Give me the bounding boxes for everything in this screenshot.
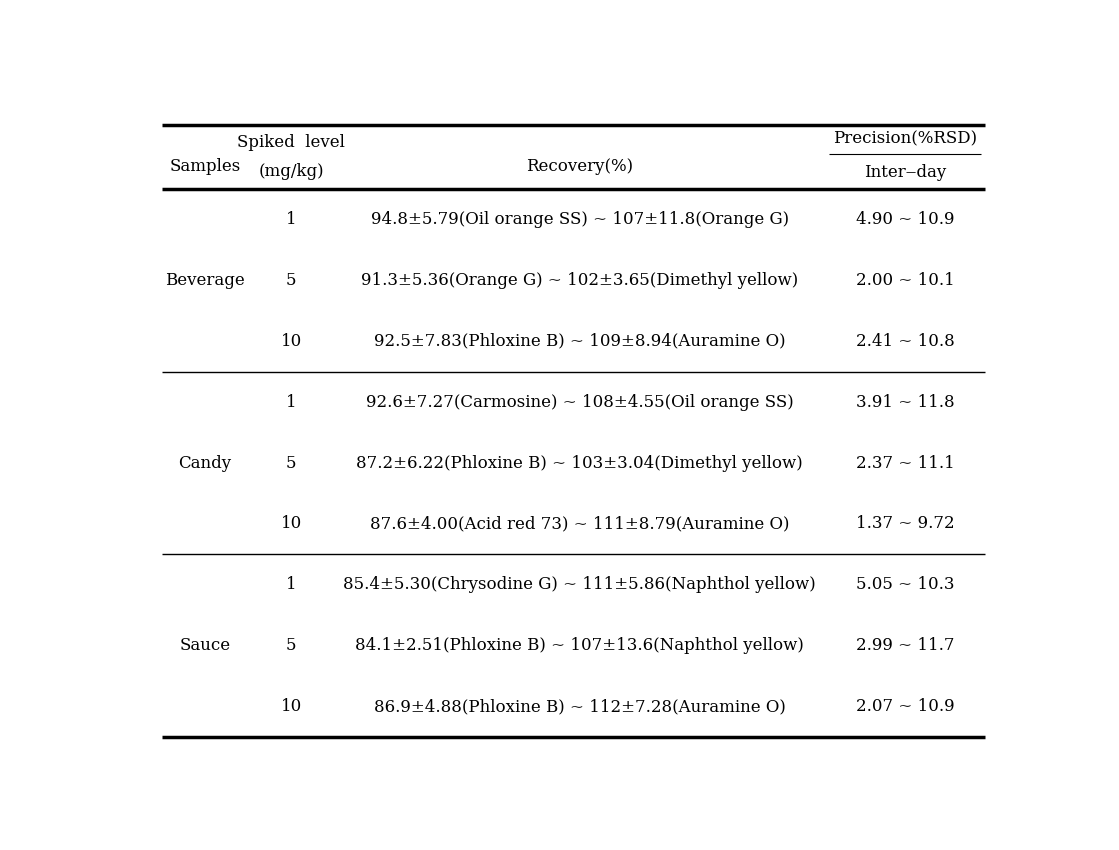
Text: Samples: Samples [169,158,241,175]
Text: 5.05 ~ 10.3: 5.05 ~ 10.3 [856,576,955,593]
Text: 3.91 ~ 11.8: 3.91 ~ 11.8 [856,394,955,411]
Text: Beverage: Beverage [164,272,245,289]
Text: 5: 5 [286,272,297,289]
Text: 10: 10 [281,333,302,350]
Text: 92.6±7.27(Carmosine) ~ 108±4.55(Oil orange SS): 92.6±7.27(Carmosine) ~ 108±4.55(Oil oran… [366,394,793,411]
Text: 5: 5 [286,638,297,654]
Text: 92.5±7.83(Phloxine B) ~ 109±8.94(Auramine O): 92.5±7.83(Phloxine B) ~ 109±8.94(Auramin… [374,333,786,350]
Text: 2.99 ~ 11.7: 2.99 ~ 11.7 [856,638,955,654]
Text: (mg/kg): (mg/kg) [258,162,325,179]
Text: 84.1±2.51(Phloxine B) ~ 107±13.6(Naphthol yellow): 84.1±2.51(Phloxine B) ~ 107±13.6(Naphtho… [355,638,805,654]
Text: 2.37 ~ 11.1: 2.37 ~ 11.1 [856,455,955,472]
Text: 1: 1 [286,576,297,593]
Text: 85.4±5.30(Chrysodine G) ~ 111±5.86(Naphthol yellow): 85.4±5.30(Chrysodine G) ~ 111±5.86(Napht… [344,576,816,593]
Text: Precision(%RSD): Precision(%RSD) [833,131,977,148]
Text: 2.07 ~ 10.9: 2.07 ~ 10.9 [856,698,955,715]
Text: 5: 5 [286,455,297,472]
Text: Inter‒day: Inter‒day [864,164,947,181]
Text: Spiked  level: Spiked level [237,134,346,151]
Text: 86.9±4.88(Phloxine B) ~ 112±7.28(Auramine O): 86.9±4.88(Phloxine B) ~ 112±7.28(Auramin… [374,698,786,715]
Text: 1: 1 [286,394,297,411]
Text: 1: 1 [286,211,297,228]
Text: 94.8±5.79(Oil orange SS) ~ 107±11.8(Orange G): 94.8±5.79(Oil orange SS) ~ 107±11.8(Oran… [370,211,789,228]
Text: 87.2±6.22(Phloxine B) ~ 103±3.04(Dimethyl yellow): 87.2±6.22(Phloxine B) ~ 103±3.04(Dimethy… [356,455,803,472]
Text: 4.90 ~ 10.9: 4.90 ~ 10.9 [856,211,955,228]
Text: 2.00 ~ 10.1: 2.00 ~ 10.1 [856,272,955,289]
Text: 10: 10 [281,698,302,715]
Text: 1.37 ~ 9.72: 1.37 ~ 9.72 [856,515,955,532]
Text: 2.41 ~ 10.8: 2.41 ~ 10.8 [856,333,955,350]
Text: 10: 10 [281,515,302,532]
Text: Recovery(%): Recovery(%) [526,158,633,175]
Text: 91.3±5.36(Orange G) ~ 102±3.65(Dimethyl yellow): 91.3±5.36(Orange G) ~ 102±3.65(Dimethyl … [361,272,798,289]
Text: Sauce: Sauce [179,638,231,654]
Text: Candy: Candy [178,455,232,472]
Text: 87.6±4.00(Acid red 73) ~ 111±8.79(Auramine O): 87.6±4.00(Acid red 73) ~ 111±8.79(Aurami… [370,515,789,532]
